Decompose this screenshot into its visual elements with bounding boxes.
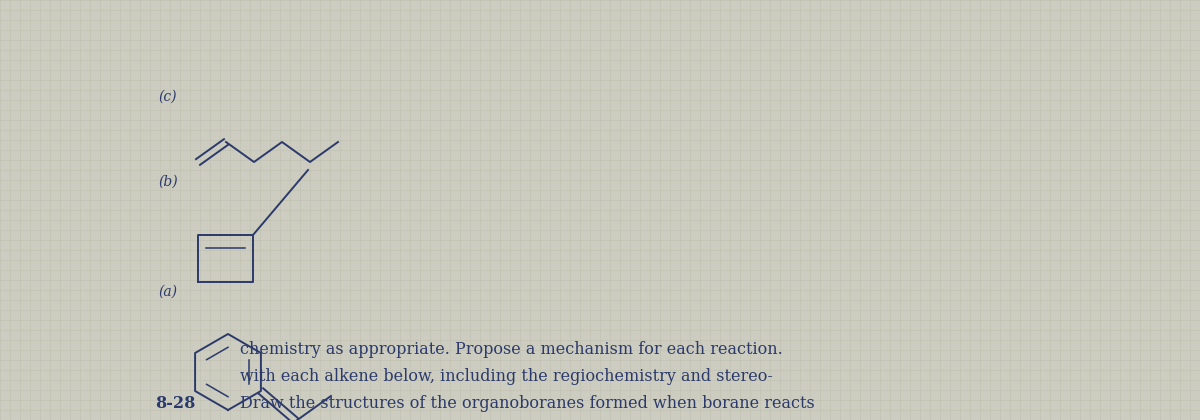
Text: 8-28: 8-28	[155, 395, 196, 412]
Text: Draw the structures of the organoboranes formed when borane reacts: Draw the structures of the organoboranes…	[240, 395, 815, 412]
Text: with each alkene below, including the regiochemistry and stereo-: with each alkene below, including the re…	[240, 368, 773, 385]
Text: (c): (c)	[158, 90, 176, 104]
Text: chemistry as appropriate. Propose a mechanism for each reaction.: chemistry as appropriate. Propose a mech…	[240, 341, 782, 358]
Text: (a): (a)	[158, 285, 178, 299]
Text: (b): (b)	[158, 175, 178, 189]
